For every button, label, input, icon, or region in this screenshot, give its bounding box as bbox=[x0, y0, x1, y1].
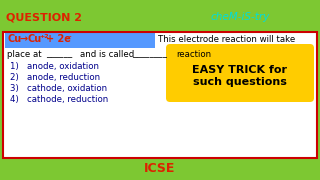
Text: 4)   cathode, reduction: 4) cathode, reduction bbox=[10, 95, 108, 104]
Text: place at: place at bbox=[7, 50, 42, 59]
Text: ______: ______ bbox=[46, 50, 72, 59]
Bar bbox=[3, 32, 317, 158]
Text: This electrode reaction will take: This electrode reaction will take bbox=[158, 35, 295, 44]
Text: 3)   cathode, oxidation: 3) cathode, oxidation bbox=[10, 84, 107, 93]
Bar bbox=[5, 31, 155, 48]
Text: →: → bbox=[19, 35, 27, 44]
Text: + 2e: + 2e bbox=[46, 35, 71, 44]
Text: Cu: Cu bbox=[27, 35, 41, 44]
Text: 2)   anode, reduction: 2) anode, reduction bbox=[10, 73, 100, 82]
Text: and is called: and is called bbox=[80, 50, 134, 59]
Bar bbox=[3, 32, 317, 158]
Text: cheM-iS-try: cheM-iS-try bbox=[210, 12, 270, 22]
FancyBboxPatch shape bbox=[166, 44, 314, 102]
Text: reaction: reaction bbox=[176, 50, 211, 59]
Text: such questions: such questions bbox=[193, 77, 287, 87]
Text: +2: +2 bbox=[39, 35, 49, 39]
Text: ________: ________ bbox=[132, 50, 167, 59]
Text: QUESTION 2: QUESTION 2 bbox=[6, 12, 82, 22]
Text: ICSE: ICSE bbox=[144, 161, 176, 174]
Text: EASY TRICK for: EASY TRICK for bbox=[193, 65, 287, 75]
Text: Cu: Cu bbox=[7, 35, 21, 44]
Text: -: - bbox=[69, 35, 72, 39]
Text: 1)   anode, oxidation: 1) anode, oxidation bbox=[10, 62, 99, 71]
